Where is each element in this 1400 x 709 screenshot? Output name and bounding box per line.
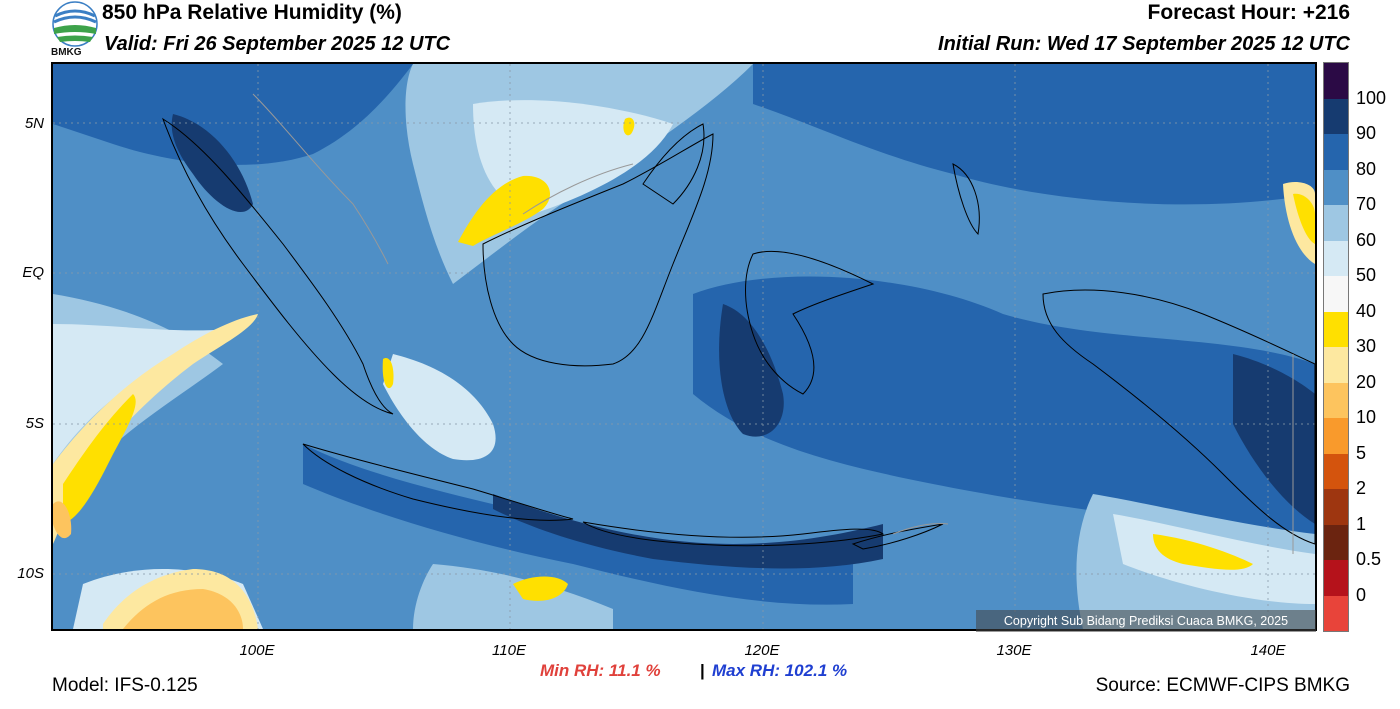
max-rh: Max RH: 102.1 % bbox=[712, 661, 848, 680]
colorbar-segment bbox=[1324, 240, 1348, 276]
valid-time: Valid: Fri 26 September 2025 12 UTC bbox=[104, 33, 451, 55]
humidity-map bbox=[51, 62, 1317, 631]
model-name: Model: IFS-0.125 bbox=[52, 675, 198, 696]
data-source: Source: ECMWF-CIPS BMKG bbox=[1095, 675, 1350, 696]
colorbar-segment bbox=[1324, 98, 1348, 134]
colorbar-segment bbox=[1324, 489, 1348, 525]
humidity-field bbox=[53, 64, 1315, 629]
bmkg-logo-icon bbox=[52, 1, 98, 47]
colorbar-segment bbox=[1324, 453, 1348, 489]
colorbar-segment bbox=[1324, 418, 1348, 454]
colorbar-label: 70 bbox=[1356, 194, 1377, 214]
colorbar-segment bbox=[1324, 134, 1348, 170]
colorbar bbox=[1323, 62, 1349, 632]
colorbar-segment bbox=[1324, 311, 1348, 347]
lat-label-eq: EQ bbox=[22, 264, 44, 281]
lon-label-130e: 130E bbox=[996, 642, 1032, 659]
colorbar-label: 10 bbox=[1356, 407, 1377, 427]
lon-label-100e: 100E bbox=[239, 642, 275, 659]
min-rh: Min RH: 11.1 % bbox=[540, 661, 661, 680]
colorbar-label: 40 bbox=[1356, 300, 1377, 321]
colorbar-label: 60 bbox=[1356, 229, 1377, 250]
lon-label-120e: 120E bbox=[744, 642, 780, 659]
colorbar-label: 100 bbox=[1356, 87, 1387, 108]
lon-label-110e: 110E bbox=[492, 642, 526, 659]
lat-label-5s: 5S bbox=[25, 415, 44, 432]
lat-label-10s: 10S bbox=[17, 565, 44, 582]
bmkg-logo: BMKG bbox=[50, 0, 100, 60]
colorbar-label: 5 bbox=[1356, 442, 1367, 463]
colorbar-segment bbox=[1324, 347, 1348, 383]
lat-label-5n: 5N bbox=[24, 115, 44, 132]
colorbar-label: 30 bbox=[1356, 336, 1377, 356]
copyright-notice: Copyright Sub Bidang Prediksi Cuaca BMKG… bbox=[976, 610, 1316, 632]
stats-separator: | bbox=[700, 661, 705, 680]
colorbar-label: 20 bbox=[1356, 371, 1377, 392]
colorbar-segment bbox=[1324, 63, 1348, 99]
logo-text: BMKG bbox=[51, 47, 82, 58]
colorbar-label: 90 bbox=[1356, 123, 1377, 143]
colorbar-label: 1 bbox=[1356, 513, 1367, 534]
colorbar-segment bbox=[1324, 524, 1348, 560]
colorbar-segment bbox=[1324, 382, 1348, 418]
colorbar-segment bbox=[1324, 595, 1348, 631]
colorbar-segment bbox=[1324, 560, 1348, 596]
colorbar-label: 80 bbox=[1356, 158, 1377, 179]
colorbar-segment bbox=[1324, 276, 1348, 312]
colorbar-label: 50 bbox=[1356, 265, 1377, 285]
lon-label-140e: 140E bbox=[1250, 642, 1286, 659]
colorbar-label: 2 bbox=[1356, 478, 1367, 498]
colorbar-segment bbox=[1324, 169, 1348, 205]
map-title: 850 hPa Relative Humidity (%) bbox=[102, 1, 402, 24]
colorbar-segment bbox=[1324, 205, 1348, 241]
forecast-hour: Forecast Hour: +216 bbox=[1147, 1, 1351, 24]
colorbar-label: 0.5 bbox=[1356, 549, 1382, 569]
initial-run: Initial Run: Wed 17 September 2025 12 UT… bbox=[938, 33, 1350, 55]
colorbar-label: 0 bbox=[1356, 584, 1367, 605]
